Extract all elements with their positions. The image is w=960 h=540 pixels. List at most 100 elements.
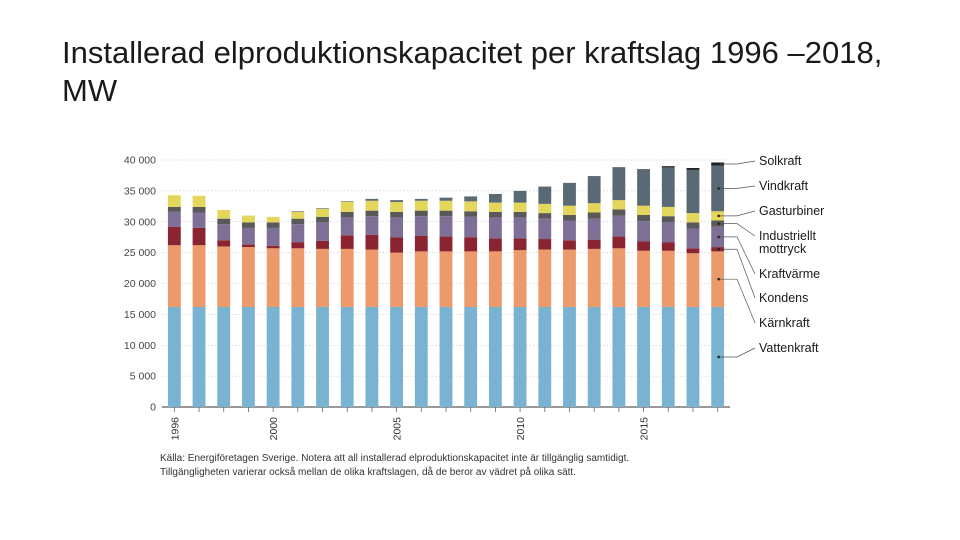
bar-segment-industriellt-mottryck-2000 xyxy=(266,222,280,228)
bar-segment-kraftvärme-2000 xyxy=(266,227,280,246)
bar-segment-gasturbiner-1999 xyxy=(242,215,255,223)
bar-segment-kärnkraft-2011 xyxy=(538,249,552,307)
bar-segment-vattenkraft-2009 xyxy=(488,306,502,407)
bar-segment-kärnkraft-2003 xyxy=(340,248,354,307)
bar-segment-kärnkraft-2009 xyxy=(488,251,502,307)
legend-leader-dot xyxy=(717,222,720,225)
bar-segment-vindkraft-2003 xyxy=(340,201,354,202)
bar-segment-industriellt-mottryck-2015 xyxy=(637,214,650,222)
bar-segment-vindkraft-2016 xyxy=(661,167,675,207)
legend-leader-dot xyxy=(717,355,720,359)
bars xyxy=(167,162,725,407)
bar-segment-vattenkraft-2008 xyxy=(464,306,478,407)
bar-segment-gasturbiner-2007 xyxy=(439,200,453,211)
bar-segment-kondens-2006 xyxy=(414,235,428,252)
bar-segment-kondens-2001 xyxy=(291,242,305,249)
bar-segment-kondens-2013 xyxy=(587,239,601,249)
bar-segment-vattenkraft-2014 xyxy=(612,306,626,407)
bar-segment-vattenkraft-2013 xyxy=(587,306,601,407)
bar-segment-kärnkraft-2014 xyxy=(612,248,626,307)
bar-segment-vattenkraft-2016 xyxy=(661,306,675,407)
bar-segment-gasturbiner-2008 xyxy=(464,201,478,212)
bar-segment-kärnkraft-2008 xyxy=(464,251,478,307)
bar-segment-kraftvärme-2017 xyxy=(686,228,700,249)
bar-segment-vindkraft-2007 xyxy=(439,197,453,201)
bar-segment-industriellt-mottryck-2007 xyxy=(439,210,453,217)
bar-segment-industriellt-mottryck-2014 xyxy=(612,209,626,216)
bar-segment-gasturbiner-2006 xyxy=(414,200,428,211)
legend-label: Vattenkraft xyxy=(759,341,819,355)
bar-segment-vindkraft-2004 xyxy=(365,198,379,201)
bar-segment-kondens-2008 xyxy=(464,237,478,252)
bar-segment-industriellt-mottryck-1996 xyxy=(167,206,181,212)
bar-segment-gasturbiner-2010 xyxy=(513,202,527,212)
bar-segment-vattenkraft-1996 xyxy=(167,306,181,407)
legend-leader-line xyxy=(718,160,756,165)
bar-segment-kondens-2017 xyxy=(686,248,700,254)
y-tick-label: 25 000 xyxy=(124,247,156,259)
bar-segment-vattenkraft-1998 xyxy=(217,306,231,407)
source-note-line-2: Tillgängligheten varierar också mellan d… xyxy=(160,467,576,478)
bar-segment-kondens-2014 xyxy=(612,236,626,249)
bar-segment-vattenkraft-2006 xyxy=(414,306,428,407)
bar-segment-kraftvärme-2009 xyxy=(488,217,502,239)
bar-segment-kondens-2002 xyxy=(316,240,329,249)
bar-segment-gasturbiner-2015 xyxy=(637,205,650,215)
legend-leader-dot xyxy=(717,277,720,281)
bar-segment-vindkraft-2008 xyxy=(464,196,478,202)
bar-segment-gasturbiner-2001 xyxy=(291,211,305,219)
legend-leader-dot xyxy=(717,235,720,239)
bar-segment-kondens-2003 xyxy=(340,235,354,249)
bar-segment-gasturbiner-1996 xyxy=(167,195,181,207)
bar-segment-industriellt-mottryck-2012 xyxy=(563,214,576,221)
bar-segment-kraftvärme-2004 xyxy=(365,216,379,235)
bar-segment-gasturbiner-2016 xyxy=(661,206,675,217)
bar-segment-kondens-1998 xyxy=(217,240,231,247)
bar-segment-industriellt-mottryck-2010 xyxy=(513,211,527,218)
legend-leader-line xyxy=(718,223,756,237)
bar-segment-kärnkraft-1998 xyxy=(217,246,231,307)
bar-segment-kärnkraft-2012 xyxy=(563,249,576,307)
bar-segment-industriellt-mottryck-2017 xyxy=(686,222,700,229)
bar-segment-kondens-1997 xyxy=(192,227,206,246)
legend-label: Kondens xyxy=(759,291,808,305)
source-note-line-1: Källa: Energiföretagen Sverige. Notera a… xyxy=(160,453,630,464)
bar-segment-kraftvärme-2015 xyxy=(637,221,650,242)
bar-segment-kondens-2016 xyxy=(661,242,675,251)
legend-leader-dot xyxy=(717,187,720,190)
y-tick-label: 40 000 xyxy=(124,155,156,167)
x-tick-label: 2000 xyxy=(268,417,280,441)
y-tick-label: 30 000 xyxy=(124,216,156,228)
bar-segment-vindkraft-2005 xyxy=(390,200,404,202)
legend: Solkraft Vindkraft Gasturbiner Industriellt… xyxy=(717,154,824,359)
bar-segment-kärnkraft-2005 xyxy=(390,252,404,307)
bar-segment-kärnkraft-2010 xyxy=(513,250,527,307)
bar-segment-kraftvärme-2013 xyxy=(587,218,601,240)
bar-segment-industriellt-mottryck-2013 xyxy=(587,212,601,219)
bar-segment-kärnkraft-2002 xyxy=(316,248,329,307)
bar-segment-vattenkraft-2007 xyxy=(439,306,453,407)
bar-segment-kärnkraft-1996 xyxy=(167,245,181,307)
bar-segment-kärnkraft-2006 xyxy=(414,251,428,307)
bar-segment-kondens-1996 xyxy=(167,226,181,246)
bar-segment-kärnkraft-2013 xyxy=(587,248,601,307)
bar-segment-kärnkraft-2007 xyxy=(439,251,453,307)
bar-segment-vindkraft-2010 xyxy=(513,190,527,203)
legend-label: Industriellt xyxy=(759,229,816,243)
x-tick-label: 1996 xyxy=(169,417,181,441)
bar-segment-industriellt-mottryck-2005 xyxy=(390,211,404,218)
legend-leader-dot xyxy=(717,247,720,251)
bar-segment-kondens-2010 xyxy=(513,238,527,251)
legend-leader-line xyxy=(718,210,756,217)
bar-segment-vattenkraft-2015 xyxy=(637,306,650,407)
bar-segment-industriellt-mottryck-2006 xyxy=(414,210,428,217)
bar-segment-vindkraft-2002 xyxy=(316,208,329,209)
bar-segment-kondens-1999 xyxy=(242,244,255,248)
bar-segment-kraftvärme-2011 xyxy=(538,218,552,240)
bar-segment-kraftvärme-2014 xyxy=(612,215,626,237)
bar-segment-kärnkraft-2016 xyxy=(661,250,675,307)
bar-segment-kondens-2012 xyxy=(563,240,576,250)
bar-segment-gasturbiner-2013 xyxy=(587,203,601,213)
bar-segment-solkraft-2015 xyxy=(637,169,650,170)
